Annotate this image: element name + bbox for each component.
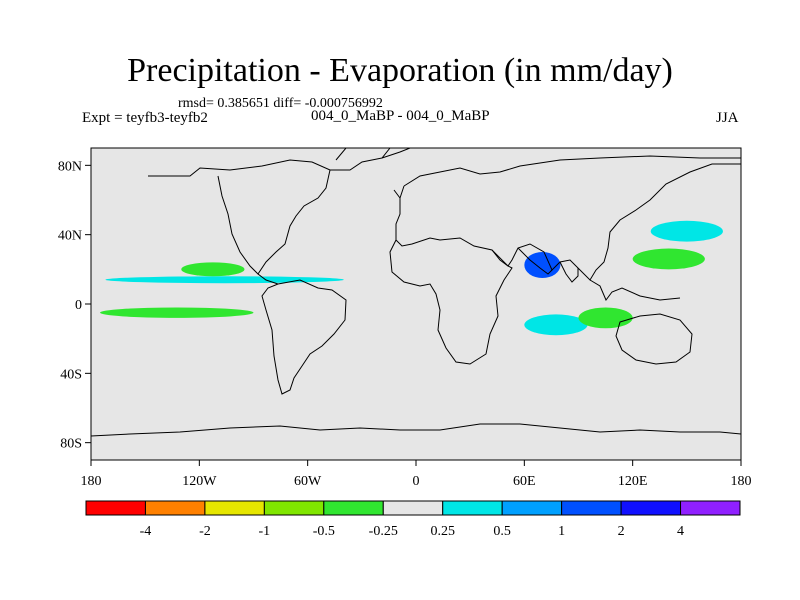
colorbar-swatch	[680, 500, 741, 516]
coast-greenland	[335, 148, 411, 161]
lat-label: 80N	[58, 159, 82, 174]
latitude-axis: 80N 40N 0 40S 80S	[58, 159, 91, 452]
precip-patch-6	[632, 248, 705, 270]
precip-patch-7	[650, 220, 723, 242]
colorbar-label: -0.5	[313, 524, 335, 539]
map-background	[91, 148, 741, 460]
coast-australia	[615, 313, 693, 365]
colorbar-swatch	[263, 500, 325, 516]
colorbar-swatch	[144, 500, 206, 516]
colorbar-swatch	[501, 500, 563, 516]
season-label: JJA	[716, 110, 739, 126]
coast-north-america	[148, 148, 391, 285]
coastlines	[91, 148, 741, 437]
lon-label: 60E	[513, 474, 536, 489]
lon-label: 180	[731, 474, 752, 489]
precip-patch-5	[524, 252, 561, 278]
colorbar-label: 0.25	[430, 524, 455, 539]
lon-label: 60W	[294, 474, 322, 489]
lat-label: 40N	[58, 229, 82, 244]
stats-text: rmsd= 0.385651 diff= -0.000756992	[178, 96, 383, 111]
precip-patch-3	[524, 314, 588, 336]
experiment-label: Expt = teyfb3-teyfb2	[82, 110, 208, 126]
colorbar-label: 0.5	[493, 524, 511, 539]
plot-title: Precipitation - Evaporation (in mm/day)	[127, 52, 673, 89]
lon-label: 120W	[182, 474, 217, 489]
precip-patch-0	[105, 276, 344, 284]
precip-patch-2	[100, 307, 254, 318]
colorbar-label: 4	[677, 524, 684, 539]
colorbar-swatch	[442, 500, 503, 516]
lat-label: 0	[75, 298, 82, 313]
colorbar-swatch	[620, 500, 682, 516]
colorbar-swatch	[204, 500, 265, 516]
coast-antarctica	[91, 423, 741, 437]
lon-label: 120E	[618, 474, 648, 489]
colorbar-label: -0.25	[369, 524, 398, 539]
lat-label: 40S	[60, 367, 82, 382]
colorbar-swatch	[561, 500, 622, 516]
longitude-axis: 180 120W 60W 0 60E 120E 180	[81, 460, 752, 489]
colorbar-label: -2	[199, 524, 211, 539]
colorbar: -4 -2 -1 -0.5 -0.25 0.25 0.5 1 2 4	[85, 500, 741, 539]
coast-eurasia	[393, 155, 741, 281]
colorbar-swatch	[85, 500, 146, 516]
colorbar-swatch	[382, 500, 444, 516]
colorbar-label: -1	[259, 524, 271, 539]
lat-label: 80S	[60, 437, 82, 452]
colorbar-label: -4	[140, 524, 152, 539]
map-content	[91, 148, 741, 437]
lon-label: 0	[413, 474, 420, 489]
precip-patch-4	[578, 307, 633, 329]
colorbar-swatch	[323, 500, 384, 516]
colorbar-label: 2	[618, 524, 625, 539]
experiment-subtitle: 004_0_MaBP - 004_0_MaBP	[311, 108, 490, 124]
coast-southeast-asia	[589, 279, 681, 301]
coast-arabia-india	[517, 247, 579, 283]
lon-label: 180	[81, 474, 102, 489]
colorbar-label: 1	[558, 524, 565, 539]
precip-patch-1	[181, 262, 245, 277]
precip-patches	[100, 220, 723, 336]
coast-africa	[389, 239, 513, 365]
coast-south-america	[261, 279, 347, 395]
